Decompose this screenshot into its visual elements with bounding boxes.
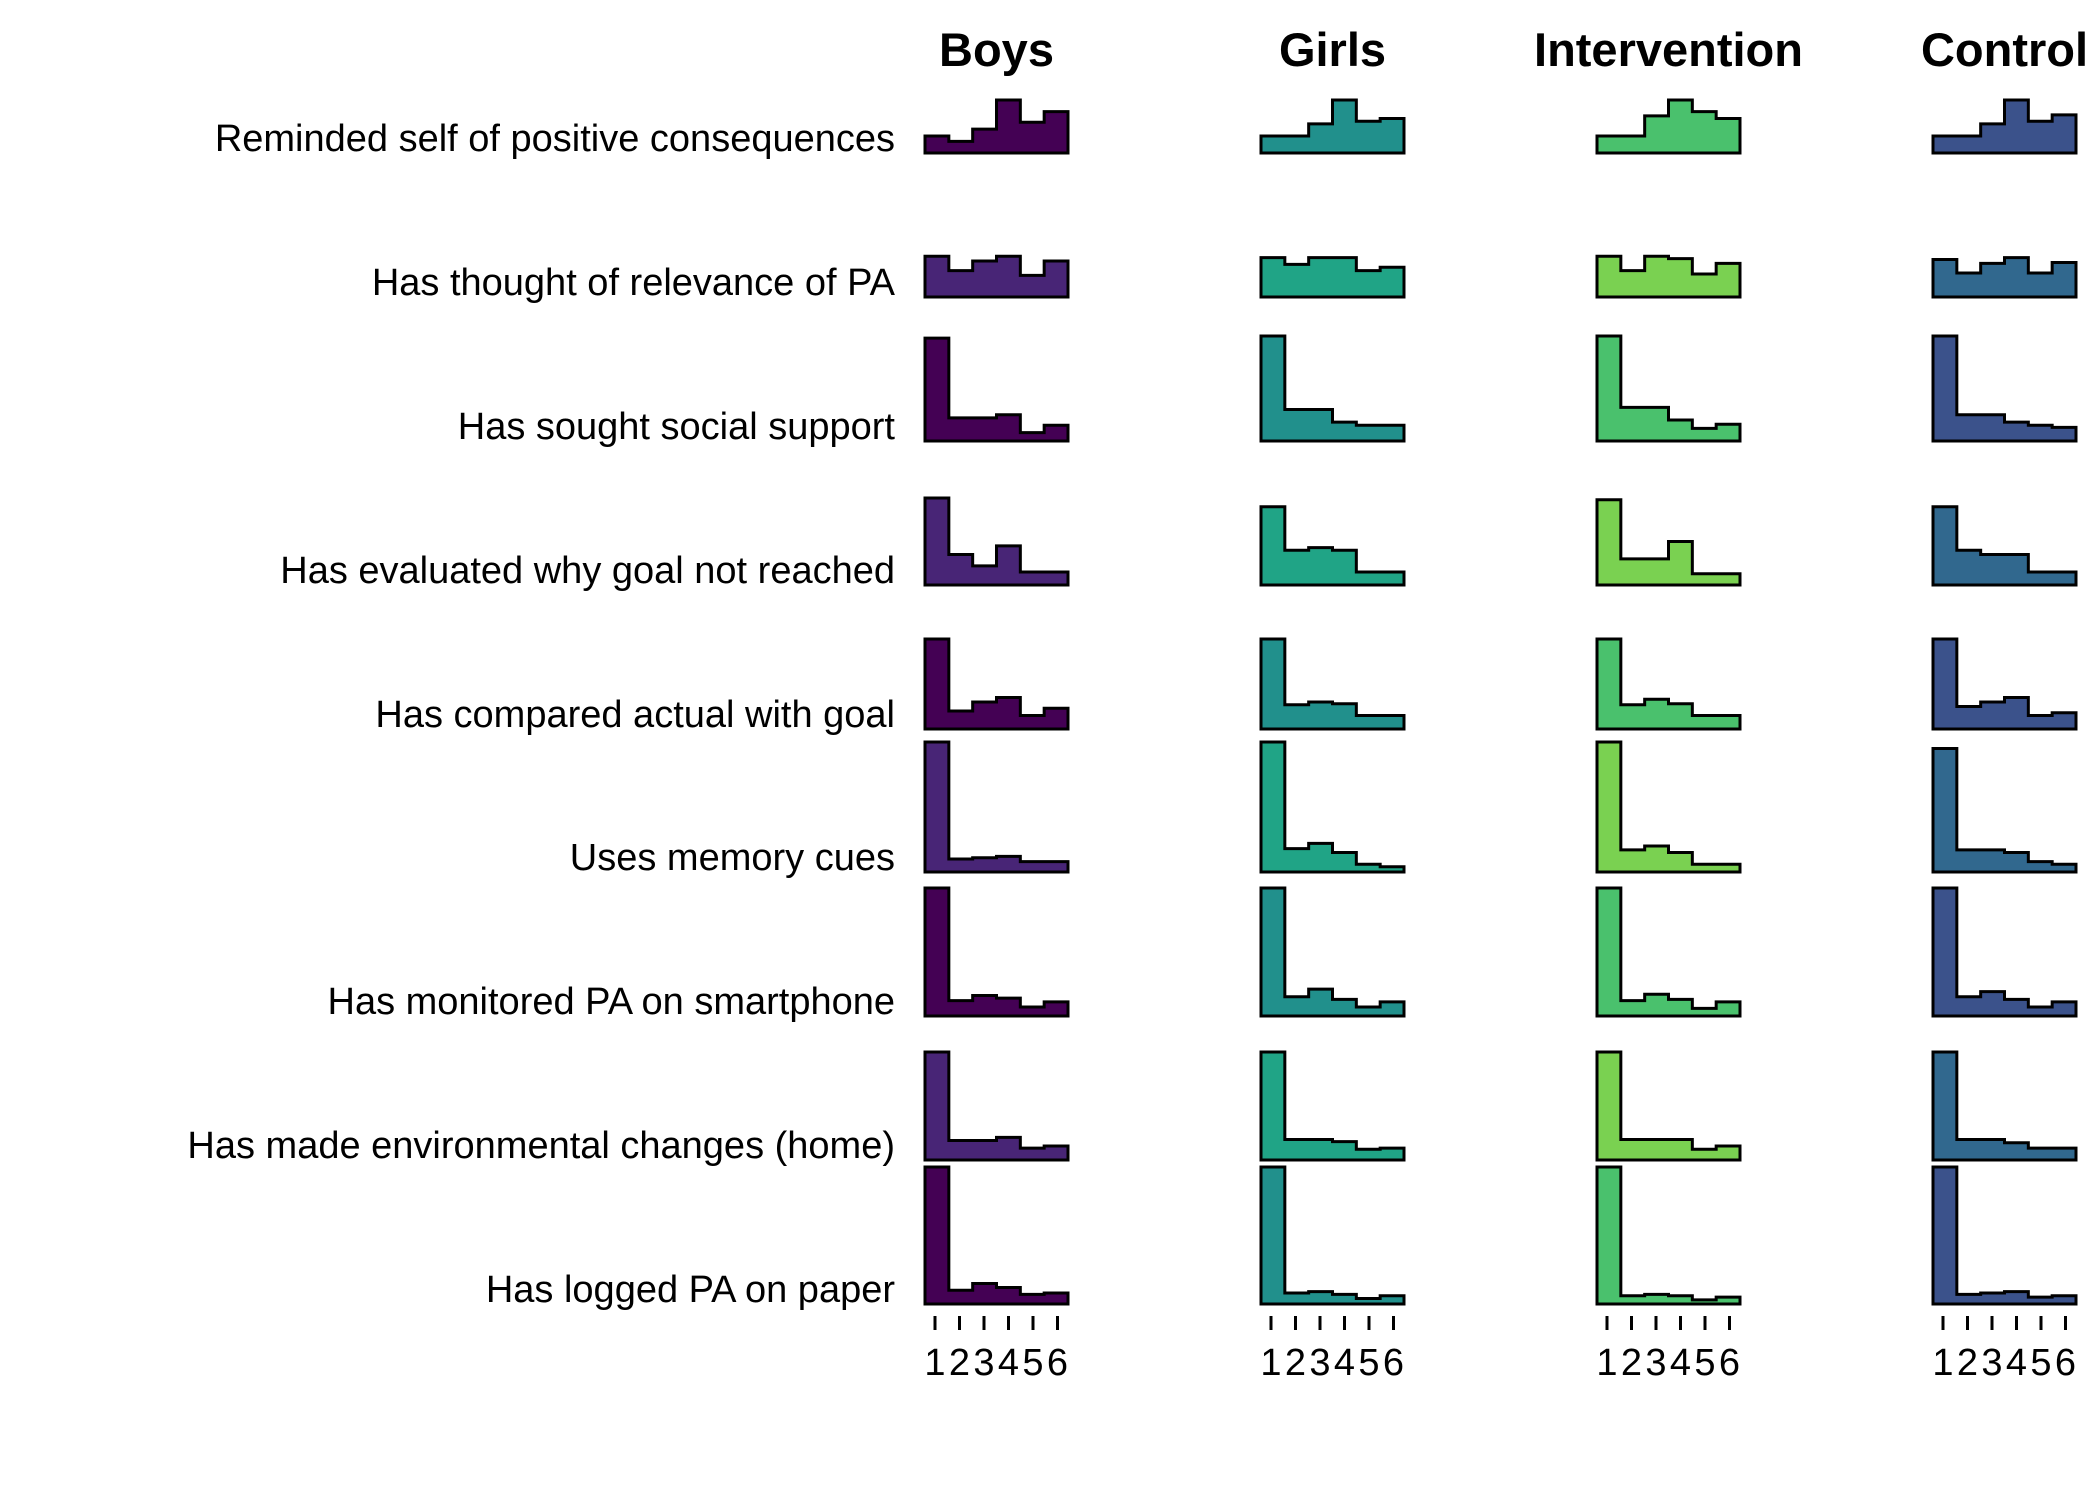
histogram-bars xyxy=(1595,498,1742,587)
histogram-bars xyxy=(923,496,1070,587)
row-label: Has monitored PA on smartphone xyxy=(328,981,896,1023)
row-label: Has compared actual with goal xyxy=(375,694,895,736)
histogram-bars xyxy=(923,886,1070,1018)
histogram-bars xyxy=(1931,1165,2078,1306)
histogram-bars xyxy=(1595,1165,1742,1306)
column-titles: Boys Girls Intervention Control xyxy=(939,23,2088,76)
row-label: Has logged PA on paper xyxy=(486,1269,895,1311)
x-tick-label: 2 xyxy=(949,1342,970,1384)
x-tick-label: 6 xyxy=(1383,1342,1404,1384)
row-label: Reminded self of positive consequences xyxy=(215,118,895,160)
x-tick-label: 4 xyxy=(2006,1342,2027,1384)
x-tick-label: 1 xyxy=(924,1342,945,1384)
column-title: Intervention xyxy=(1534,23,1803,76)
histogram-bars xyxy=(1595,740,1742,874)
row-label: Has evaluated why goal not reached xyxy=(280,550,895,592)
x-tick-label: 5 xyxy=(1022,1342,1043,1384)
histogram-bars xyxy=(1931,637,2078,731)
x-tick-label: 5 xyxy=(1694,1342,1715,1384)
x-tick-label: 6 xyxy=(1719,1342,1740,1384)
histogram-bars xyxy=(1931,886,2078,1018)
histogram-panels xyxy=(923,98,2078,1306)
histogram-bars xyxy=(1595,98,1742,155)
x-tick-label: 4 xyxy=(1334,1342,1355,1384)
x-tick-label: 2 xyxy=(1285,1342,1306,1384)
histogram-bars xyxy=(923,637,1070,731)
histogram-bars xyxy=(923,1050,1070,1162)
x-tick-label: 5 xyxy=(2030,1342,2051,1384)
histogram-bars xyxy=(1259,1050,1406,1162)
histogram-bars xyxy=(1259,98,1406,155)
histogram-bars xyxy=(1595,886,1742,1018)
row-label: Has thought of relevance of PA xyxy=(372,262,896,304)
x-tick-label: 6 xyxy=(1047,1342,1068,1384)
histogram-bars xyxy=(1931,98,2078,155)
x-tick-label: 1 xyxy=(1260,1342,1281,1384)
column-title: Girls xyxy=(1279,23,1386,76)
row-labels: Reminded self of positive consequences Ha… xyxy=(187,118,895,1311)
histogram-bars xyxy=(923,336,1070,443)
histogram-bars xyxy=(1931,334,2078,443)
histogram-bars xyxy=(1931,747,2078,874)
x-tick-label: 3 xyxy=(1645,1342,1666,1384)
histogram-bars xyxy=(923,98,1070,155)
histogram-bars xyxy=(1259,637,1406,731)
histogram-bars xyxy=(1259,740,1406,874)
histogram-bars xyxy=(1259,505,1406,587)
histogram-bars xyxy=(1595,1050,1742,1162)
x-tick-label: 4 xyxy=(1670,1342,1691,1384)
x-tick-label: 1 xyxy=(1596,1342,1617,1384)
row-label: Has sought social support xyxy=(458,406,896,448)
histogram-bars xyxy=(1595,334,1742,443)
histogram-bars xyxy=(1931,1050,2078,1162)
x-tick-label: 3 xyxy=(973,1342,994,1384)
histogram-bars xyxy=(1595,637,1742,731)
row-label: Has made environmental changes (home) xyxy=(187,1125,895,1167)
x-tick-label: 4 xyxy=(998,1342,1019,1384)
column-title: Control xyxy=(1921,23,2088,76)
histogram-bars xyxy=(1259,334,1406,443)
x-tick-label: 2 xyxy=(1957,1342,1978,1384)
x-tick-label: 3 xyxy=(1309,1342,1330,1384)
column-title: Boys xyxy=(939,23,1054,76)
histogram-bars xyxy=(1259,256,1406,299)
histogram-bars xyxy=(1259,1165,1406,1306)
histogram-bars xyxy=(1931,256,2078,299)
x-tick-label: 2 xyxy=(1621,1342,1642,1384)
histogram-bars xyxy=(1595,254,1742,299)
histogram-bars xyxy=(1931,505,2078,587)
x-tick-label: 1 xyxy=(1932,1342,1953,1384)
histogram-bars xyxy=(923,740,1070,874)
row-label: Uses memory cues xyxy=(570,837,895,879)
x-tick-label: 6 xyxy=(2055,1342,2076,1384)
histogram-bars xyxy=(923,1165,1070,1306)
histogram-bars xyxy=(923,254,1070,299)
histogram-bars xyxy=(1259,886,1406,1018)
x-tick-label: 5 xyxy=(1358,1342,1379,1384)
x-tick-label: 3 xyxy=(1981,1342,2002,1384)
